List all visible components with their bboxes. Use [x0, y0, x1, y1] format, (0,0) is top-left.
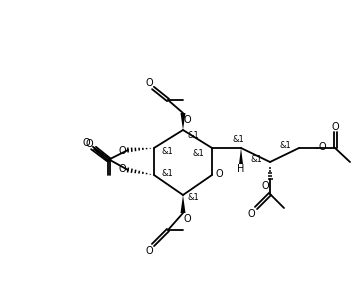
Text: O: O	[261, 181, 269, 191]
Text: O: O	[215, 169, 223, 179]
Polygon shape	[239, 148, 243, 164]
Text: &1: &1	[187, 132, 199, 140]
Polygon shape	[181, 113, 185, 130]
Text: O: O	[118, 146, 126, 156]
Text: O: O	[118, 164, 126, 174]
Text: O: O	[82, 138, 90, 148]
Text: O: O	[183, 214, 191, 224]
Text: H: H	[237, 164, 245, 174]
Text: &1: &1	[279, 140, 291, 149]
Text: O: O	[331, 122, 339, 132]
Polygon shape	[181, 195, 185, 213]
Text: &1: &1	[250, 154, 262, 164]
Text: O: O	[85, 139, 93, 149]
Text: O: O	[247, 209, 255, 219]
Text: &1: &1	[192, 149, 204, 159]
Text: &1: &1	[232, 135, 244, 145]
Text: O: O	[145, 246, 153, 256]
Text: O: O	[318, 142, 326, 152]
Text: O: O	[183, 115, 191, 125]
Text: &1: &1	[161, 168, 173, 178]
Text: &1: &1	[187, 194, 199, 203]
Text: O: O	[145, 78, 153, 88]
Text: &1: &1	[161, 148, 173, 157]
